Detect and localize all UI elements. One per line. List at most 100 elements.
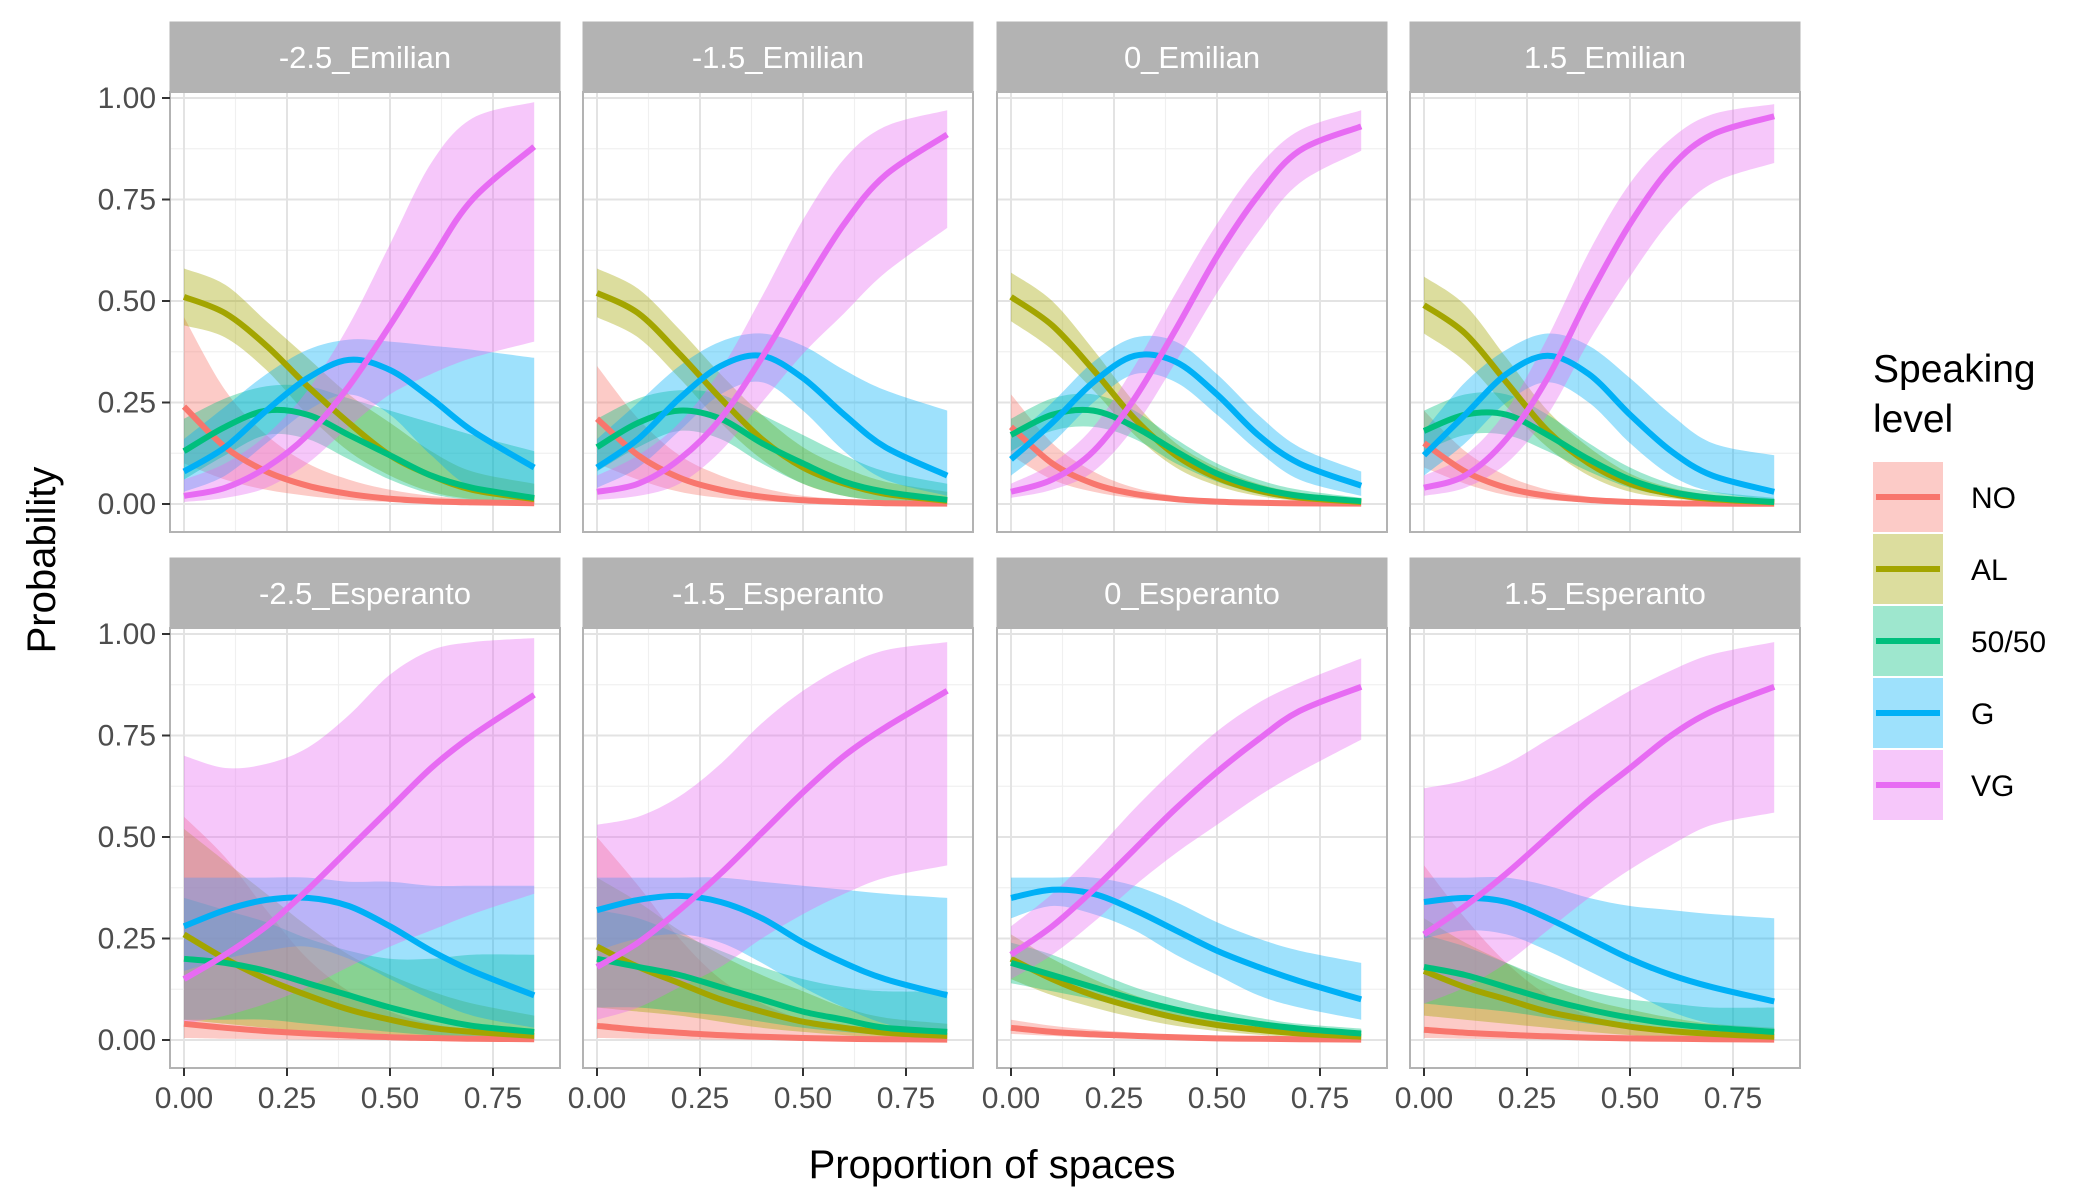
ribbon-no bbox=[1424, 865, 1775, 1041]
ribbon-g bbox=[1424, 333, 1775, 500]
panel-strip bbox=[582, 21, 974, 93]
panel-strip-title: -2.5_Esperanto bbox=[259, 576, 471, 611]
x-tick-label: 0.50 bbox=[774, 1082, 832, 1115]
panel-strip bbox=[169, 21, 561, 93]
panel-strip-title: 0_Esperanto bbox=[1104, 576, 1280, 611]
line-no bbox=[594, 416, 948, 507]
y-tick-label: 0.50 bbox=[98, 285, 156, 318]
ribbon-vg bbox=[184, 638, 535, 1024]
ribbon-vg bbox=[1011, 110, 1362, 498]
panel-border bbox=[996, 91, 1388, 533]
line-no bbox=[1422, 440, 1775, 507]
ribbon-g bbox=[597, 877, 948, 1036]
line-50-50 bbox=[1423, 963, 1775, 1035]
panel-strip bbox=[996, 557, 1388, 629]
panel-strip-title: -2.5_Emilian bbox=[279, 40, 451, 75]
line-no bbox=[596, 1022, 948, 1043]
ribbon-al bbox=[184, 828, 535, 1040]
line-g bbox=[1421, 352, 1775, 495]
x-tick-label: 0.25 bbox=[258, 1082, 316, 1115]
panel-7: 1.5_Esperanto 0.00 0.25 0.50 0.75 bbox=[1395, 557, 1801, 1115]
panel-strip-title: 1.5_Esperanto bbox=[1504, 576, 1706, 611]
ribbon-g bbox=[597, 333, 948, 496]
ribbon-g bbox=[184, 877, 535, 1028]
ribbon-vg bbox=[597, 642, 948, 1020]
line-50-50 bbox=[1422, 409, 1775, 505]
panel-strip-title: 0_Emilian bbox=[1124, 40, 1260, 75]
line-no bbox=[181, 404, 535, 507]
legend-items: NO AL 50/50 G VG bbox=[1873, 462, 2046, 820]
line-g bbox=[182, 356, 536, 475]
panel-strip bbox=[1409, 21, 1801, 93]
panel-strip-title: -1.5_Emilian bbox=[692, 40, 864, 75]
panel-6: 0_Esperanto 0.00 0.25 0.50 0.75 bbox=[982, 557, 1388, 1115]
x-tick-label: 0.50 bbox=[361, 1082, 419, 1115]
ribbon-g bbox=[1424, 876, 1775, 1032]
x-tick-label: 0.75 bbox=[464, 1082, 522, 1115]
legend-item-50-50: 50/50 bbox=[1873, 606, 2046, 676]
x-tick-label: 0.75 bbox=[1291, 1082, 1349, 1115]
y-axis-title: Probability bbox=[20, 467, 64, 654]
panel-1: -1.5_Emilian bbox=[582, 21, 974, 533]
panel-border bbox=[169, 91, 561, 533]
y-tick-label: 0.00 bbox=[98, 488, 156, 521]
legend-label: G bbox=[1971, 698, 1994, 731]
legend-item-no: NO bbox=[1873, 462, 2016, 532]
line-vg bbox=[1423, 113, 1776, 491]
line-vg bbox=[183, 144, 537, 499]
y-tick-label: 0.75 bbox=[98, 184, 156, 217]
ribbon-g bbox=[184, 339, 535, 502]
y-tick-label: 1.00 bbox=[98, 618, 156, 651]
line-g bbox=[182, 894, 536, 999]
line-vg bbox=[1010, 123, 1363, 495]
panel-strip bbox=[582, 557, 974, 629]
panel-2: 0_Emilian bbox=[996, 21, 1388, 533]
legend-label: 50/50 bbox=[1971, 626, 2046, 659]
ribbon-vg bbox=[1424, 104, 1775, 496]
legend: Speaking level NO AL 50/50 G VG bbox=[1873, 348, 2046, 820]
panel-3: 1.5_Emilian bbox=[1409, 21, 1801, 533]
panel-border bbox=[582, 91, 974, 533]
x-tick-label: 0.25 bbox=[671, 1082, 729, 1115]
line-g bbox=[596, 892, 948, 999]
x-axis-title: Proportion of spaces bbox=[809, 1143, 1176, 1187]
ribbon-vg bbox=[1011, 658, 1362, 980]
ribbon-al bbox=[597, 268, 948, 504]
line-al bbox=[1009, 956, 1362, 1040]
line-50-50 bbox=[183, 955, 535, 1035]
panel-5: -1.5_Esperanto 0.00 0.25 0.50 0.75 bbox=[568, 557, 974, 1115]
legend-item-al: AL bbox=[1873, 534, 2008, 604]
ribbon-vg bbox=[184, 102, 535, 502]
line-vg bbox=[182, 692, 536, 982]
ribbon-no bbox=[1424, 410, 1775, 505]
x-tick-label: 0.50 bbox=[1601, 1082, 1659, 1115]
line-no bbox=[1010, 1024, 1362, 1043]
ribbon-al bbox=[597, 877, 948, 1040]
ribbon-50-50 bbox=[1424, 392, 1775, 504]
line-50-50 bbox=[182, 406, 535, 501]
ribbon-50-50 bbox=[184, 384, 535, 504]
panel-0: -2.5_Emilian 0.00 0.25 0.50 0.75 1.00 bbox=[98, 21, 561, 533]
x-tick-label: 0.75 bbox=[1704, 1082, 1762, 1115]
line-50-50 bbox=[595, 407, 948, 503]
ribbon-no bbox=[597, 837, 948, 1041]
ribbon-no bbox=[1011, 394, 1362, 505]
ribbon-50-50 bbox=[184, 897, 535, 1039]
legend-label: VG bbox=[1971, 770, 2014, 803]
x-tick-label: 0.50 bbox=[1188, 1082, 1246, 1115]
ribbon-no bbox=[184, 317, 535, 504]
x-tick-label: 0.00 bbox=[1395, 1082, 1453, 1115]
line-vg bbox=[1009, 684, 1363, 958]
ribbon-no bbox=[597, 366, 948, 505]
line-vg bbox=[595, 688, 949, 970]
line-vg bbox=[1422, 684, 1776, 937]
panel-strip bbox=[169, 557, 561, 629]
y-tick-label: 0.75 bbox=[98, 720, 156, 753]
line-al bbox=[1422, 968, 1775, 1040]
panel-strip-title: -1.5_Esperanto bbox=[672, 576, 884, 611]
line-vg bbox=[596, 131, 949, 495]
panel-border bbox=[582, 627, 974, 1069]
line-no bbox=[1423, 1026, 1775, 1043]
ribbon-al bbox=[184, 268, 535, 504]
